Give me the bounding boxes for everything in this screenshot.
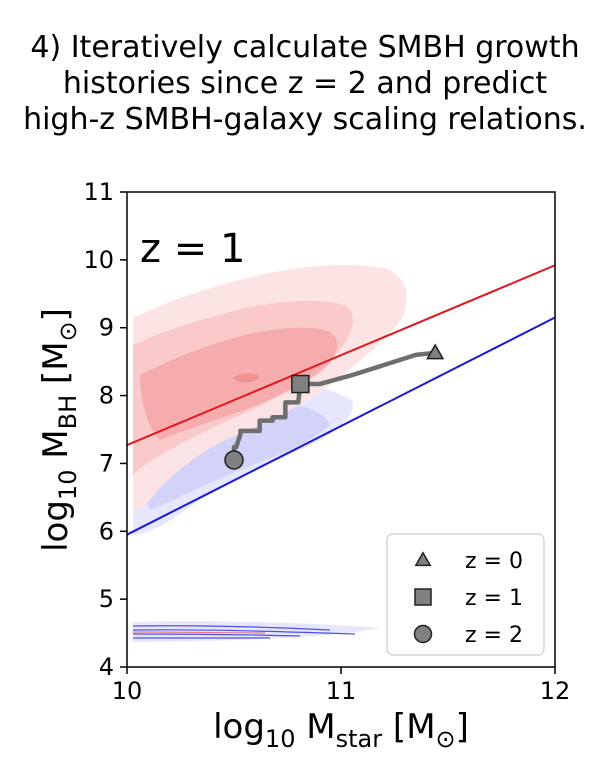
caption-line-3: high-z SMBH-galaxy scaling relations. <box>23 102 587 137</box>
caption-line-2: histories since z = 2 and predict <box>62 66 548 101</box>
x-tick-label: 10 <box>112 677 143 705</box>
legend-marker-2 <box>413 624 433 644</box>
low-mass-strip-lines <box>132 625 356 639</box>
growth-track-line <box>231 350 438 463</box>
y-tick-label: 6 <box>99 517 114 545</box>
x-axis-label: log10 Mstar [M⊙] <box>213 707 469 753</box>
legend: z = 0 z = 1 z = 2 <box>386 533 545 656</box>
red-contour-inner <box>140 327 338 440</box>
relation-line-blue <box>127 316 555 536</box>
legend-marker-1 <box>414 588 432 606</box>
caption-line-1: 4) Iteratively calculate SMBH growth <box>30 30 580 65</box>
y-tick-label: 5 <box>99 585 114 613</box>
panel-label: z = 1 <box>140 226 245 272</box>
x-tick-label: 12 <box>540 677 571 705</box>
axis-ticks: 10 11 12 4 5 6 7 8 9 10 11 <box>83 178 570 705</box>
y-tick-label: 10 <box>83 246 114 274</box>
growth-track-layer <box>231 350 438 463</box>
density-contours <box>132 265 407 642</box>
relation-line-red <box>127 264 555 447</box>
y-tick-label: 9 <box>99 314 114 342</box>
legend-label: z = 2 <box>465 623 523 648</box>
y-tick-label: 4 <box>99 653 114 681</box>
marker-z-0 <box>426 343 445 360</box>
legend-label: z = 0 <box>465 549 523 574</box>
relation-lines <box>127 264 555 536</box>
x-tick-label: 11 <box>326 677 357 705</box>
red-contour-core <box>232 373 259 383</box>
y-tick-label: 7 <box>99 449 114 477</box>
figure-caption: 4) Iteratively calculate SMBH growth his… <box>0 30 610 138</box>
markers-layer <box>224 343 445 470</box>
y-axis-label: log10 MBH [M⊙] <box>36 308 82 552</box>
legend-marker-0 <box>414 551 432 567</box>
legend-label: z = 1 <box>465 586 523 611</box>
y-tick-label: 8 <box>99 382 114 410</box>
marker-z-1 <box>291 374 310 394</box>
marker-z-2 <box>224 450 244 470</box>
y-tick-label: 11 <box>83 178 114 206</box>
